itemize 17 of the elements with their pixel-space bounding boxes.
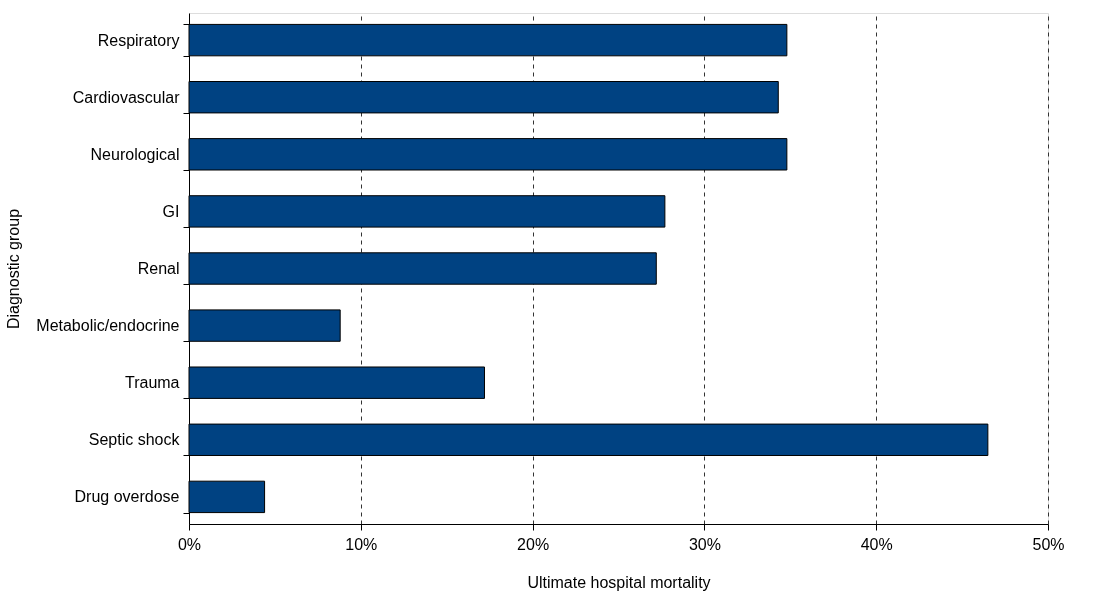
y-tick-label: Septic shock xyxy=(88,431,181,449)
y-tick-label: Respiratory xyxy=(97,31,180,49)
y-tick-label: GI xyxy=(162,202,180,220)
x-axis-title: Ultimate hospital mortality xyxy=(527,573,711,591)
y-tick-label: Cardiovascular xyxy=(72,88,181,106)
y-tick-label: Metabolic/endocrine xyxy=(36,317,180,335)
x-tick-label: 20% xyxy=(517,535,550,553)
y-tick-label: Trauma xyxy=(124,374,180,392)
y-tick-label: Renal xyxy=(137,260,180,277)
x-tick-label: 40% xyxy=(860,535,893,553)
x-tick-label: 10% xyxy=(345,535,378,553)
x-tick-label: 50% xyxy=(1032,535,1065,553)
y-tick-label: Drug overdose xyxy=(74,488,180,506)
x-tick-label: 30% xyxy=(688,535,721,553)
y-tick-label: Neurological xyxy=(90,145,180,163)
y-axis-title: Diagnostic group xyxy=(5,208,23,330)
x-tick-label: 0% xyxy=(177,535,202,553)
